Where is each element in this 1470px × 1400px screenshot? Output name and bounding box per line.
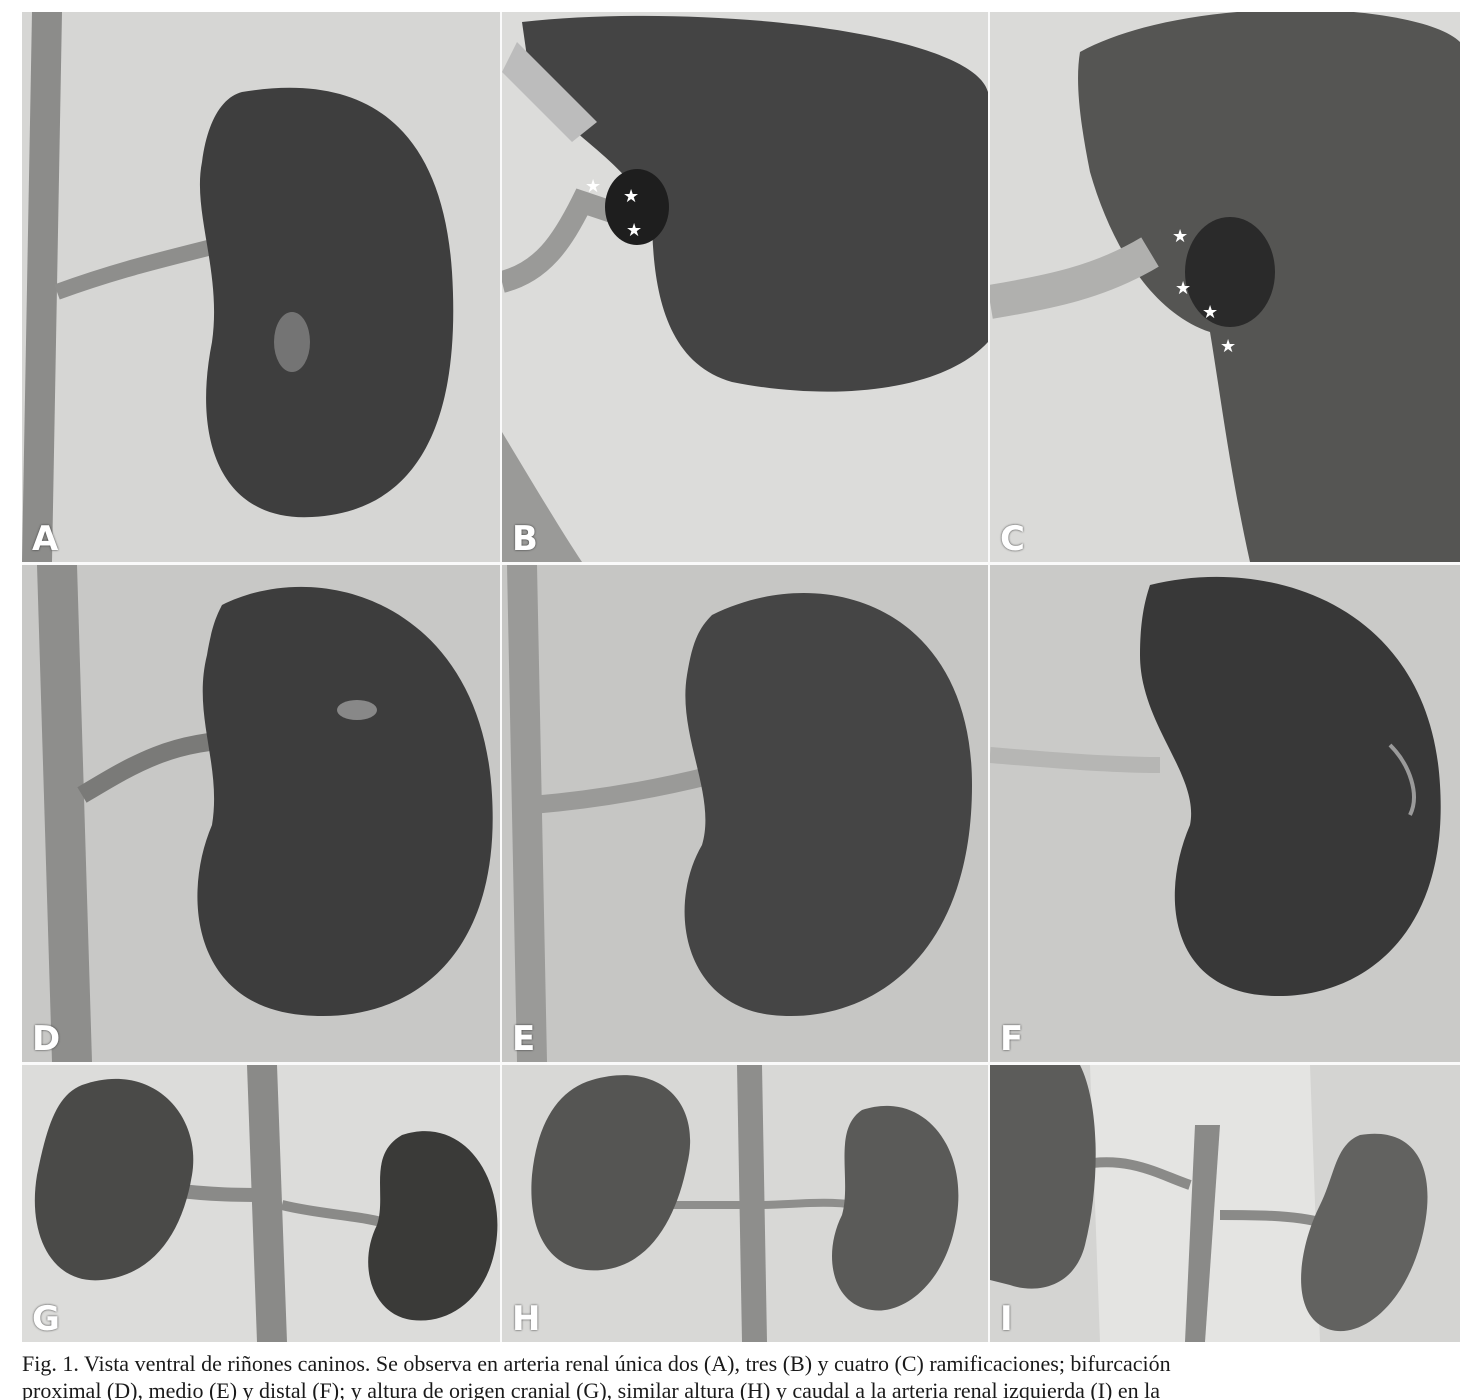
panel-e-photo bbox=[502, 565, 988, 1062]
panel-c: ★ ★ ★ ★ C bbox=[990, 12, 1460, 562]
star-marker: ★ bbox=[1202, 302, 1218, 323]
panel-g-photo bbox=[22, 1065, 500, 1342]
star-marker: ★ bbox=[1175, 278, 1191, 299]
figure: A ★ ★ ★ B ★ ★ ★ ★ C bbox=[22, 12, 1460, 1342]
panel-c-label: C bbox=[1000, 519, 1025, 559]
panel-g: G bbox=[22, 1065, 500, 1342]
panel-h: H bbox=[502, 1065, 988, 1342]
star-marker: ★ bbox=[1172, 226, 1188, 247]
panel-i: I bbox=[990, 1065, 1460, 1342]
panel-f-photo bbox=[990, 565, 1460, 1062]
panel-a-label: A bbox=[32, 519, 59, 559]
caption-line-2: proximal (D), medio (E) y distal (F); y … bbox=[22, 1378, 1161, 1400]
star-marker: ★ bbox=[626, 220, 642, 241]
panel-h-label: H bbox=[512, 1299, 541, 1339]
caption-line-1: Fig. 1. Vista ventral de riñones caninos… bbox=[22, 1351, 1171, 1376]
figure-caption: Fig. 1. Vista ventral de riñones caninos… bbox=[22, 1350, 1452, 1400]
star-marker: ★ bbox=[623, 186, 639, 207]
panel-f-label: F bbox=[1000, 1019, 1024, 1059]
panel-b-photo: ★ ★ ★ bbox=[502, 12, 988, 562]
panel-b: ★ ★ ★ B bbox=[502, 12, 988, 562]
panel-g-label: G bbox=[32, 1299, 60, 1339]
panel-b-label: B bbox=[512, 519, 538, 559]
panel-c-photo: ★ ★ ★ ★ bbox=[990, 12, 1460, 562]
star-marker: ★ bbox=[585, 176, 601, 197]
panel-a-photo bbox=[22, 12, 500, 562]
panel-e-label: E bbox=[512, 1019, 536, 1059]
star-marker: ★ bbox=[1220, 336, 1236, 357]
panel-f: F bbox=[990, 565, 1460, 1062]
panel-i-photo bbox=[990, 1065, 1460, 1342]
panel-a: A bbox=[22, 12, 500, 562]
panel-d: D bbox=[22, 565, 500, 1062]
panel-d-photo bbox=[22, 565, 500, 1062]
panel-i-label: I bbox=[1000, 1299, 1013, 1339]
panel-d-label: D bbox=[32, 1019, 61, 1059]
panel-e: E bbox=[502, 565, 988, 1062]
panel-h-photo bbox=[502, 1065, 988, 1342]
